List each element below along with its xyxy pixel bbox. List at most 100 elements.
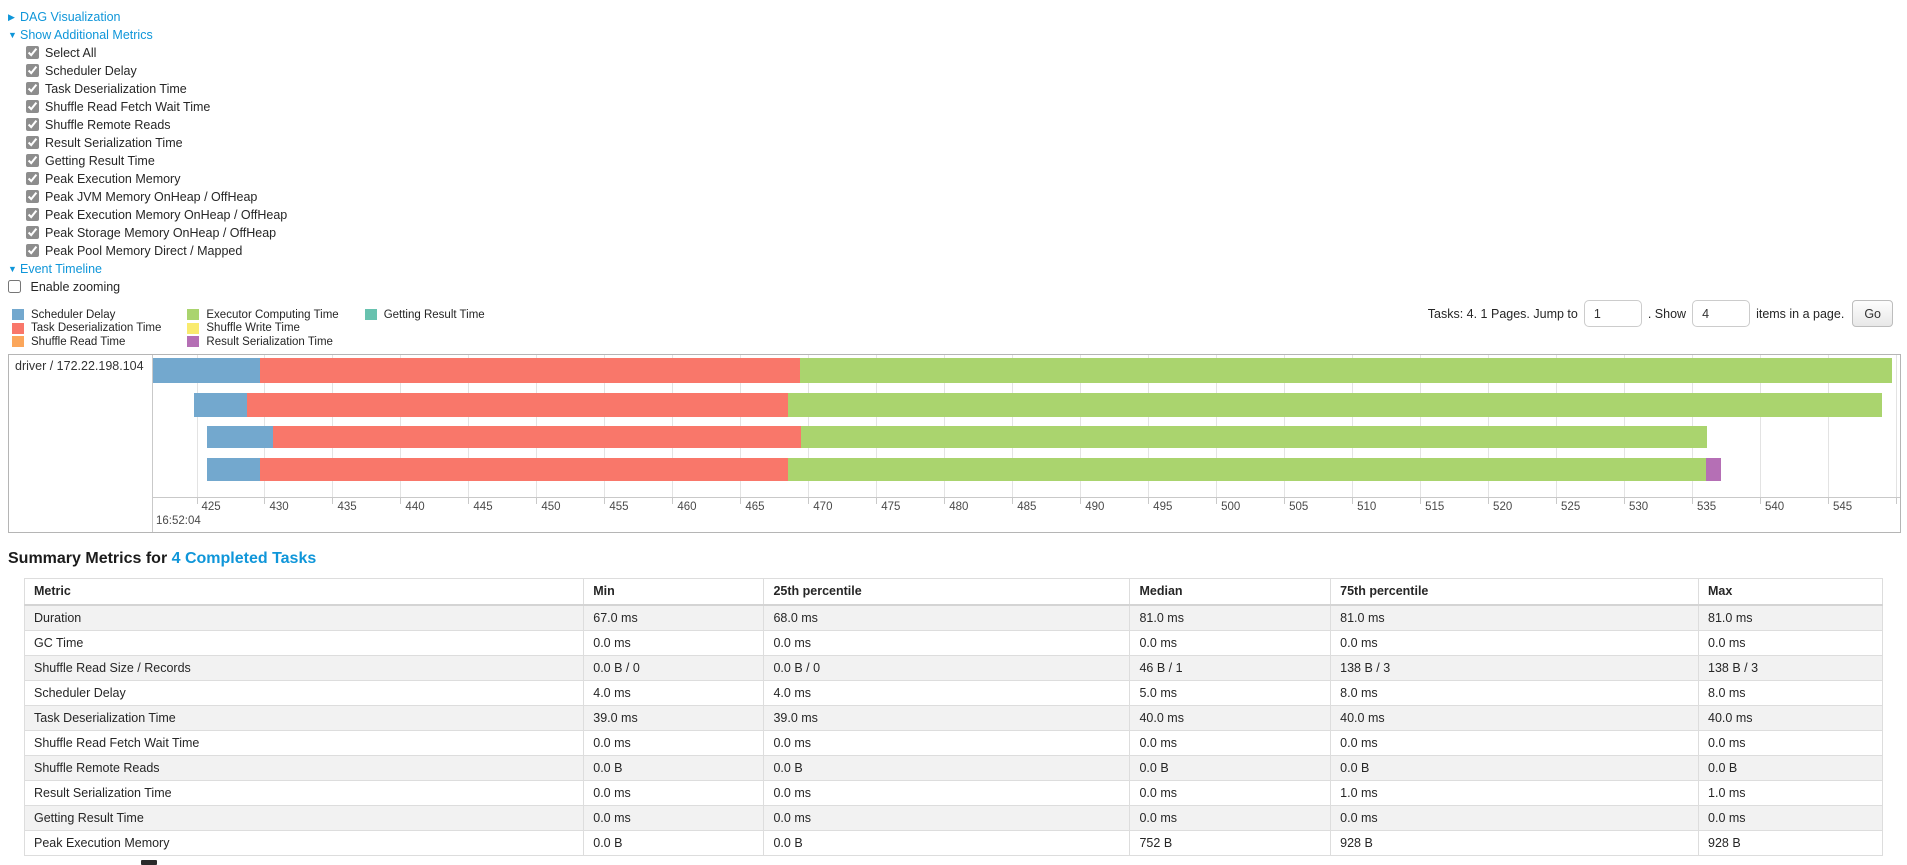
task-bar-segment-scheduler-delay[interactable] bbox=[207, 458, 261, 481]
metric-checkbox[interactable] bbox=[26, 136, 39, 149]
metric-checkbox-item[interactable]: Peak Execution Memory bbox=[8, 170, 1907, 188]
go-button[interactable]: Go bbox=[1852, 300, 1893, 327]
metric-value-cell: 0.0 ms bbox=[763, 729, 1131, 756]
metric-checkbox[interactable] bbox=[26, 172, 39, 185]
metric-checkbox-item[interactable]: Shuffle Read Fetch Wait Time bbox=[8, 98, 1907, 116]
event-timeline-chart: driver / 172.22.198.104 425 430 435 440 445 4… bbox=[8, 354, 1901, 533]
dag-visualization-toggle[interactable]: ▶ DAG Visualization bbox=[8, 10, 121, 24]
axis-tick bbox=[944, 498, 946, 504]
task-bar-segment-task-deserialization[interactable] bbox=[246, 393, 788, 417]
metric-checkbox-label: Shuffle Remote Reads bbox=[45, 118, 171, 132]
metric-checkbox[interactable] bbox=[26, 100, 39, 113]
scheduler-delay-swatch-icon bbox=[12, 309, 24, 321]
metric-checkbox[interactable] bbox=[26, 226, 39, 239]
table-row: GC Time 0.0 ms 0.0 ms 0.0 ms 0.0 ms 0.0 ms bbox=[23, 629, 1883, 656]
column-header: Max bbox=[1698, 578, 1883, 606]
metric-checkbox-item[interactable]: Task Deserialization Time bbox=[8, 80, 1907, 98]
items-per-page-input[interactable] bbox=[1692, 300, 1751, 327]
metrics-checkbox-list: Select All Scheduler Delay Task Deserializ… bbox=[8, 44, 1907, 260]
metric-name-cell: Peak Execution Memory bbox=[23, 829, 585, 856]
metric-checkbox[interactable] bbox=[26, 82, 39, 95]
metric-value-cell: 4.0 ms bbox=[763, 679, 1131, 706]
shuffle-read-swatch-icon bbox=[12, 336, 24, 348]
dag-visualization-toggle-row: ▶ DAG Visualization bbox=[8, 8, 1907, 26]
metric-checkbox[interactable] bbox=[26, 118, 39, 131]
task-bar-segment-task-deserialization[interactable] bbox=[260, 358, 801, 383]
show-additional-metrics-label: Show Additional Metrics bbox=[20, 28, 153, 42]
jump-to-page-input[interactable] bbox=[1583, 300, 1642, 327]
metric-checkbox[interactable] bbox=[26, 190, 39, 203]
enable-zooming-checkbox[interactable] bbox=[8, 280, 21, 293]
axis-tick-label: 515 bbox=[1425, 501, 1445, 513]
axis-tick-label: 480 bbox=[949, 501, 969, 513]
metric-value-cell: 67.0 ms bbox=[583, 604, 765, 631]
axis-tick bbox=[1284, 498, 1286, 504]
task-bar-segment-executor-computing[interactable] bbox=[800, 358, 1892, 383]
metric-value-cell: 39.0 ms bbox=[583, 704, 765, 731]
metric-checkbox[interactable] bbox=[26, 64, 39, 77]
metric-name-cell: Shuffle Read Size / Records bbox=[23, 654, 585, 681]
metric-checkbox[interactable] bbox=[26, 154, 39, 167]
metric-checkbox-item[interactable]: Peak Pool Memory Direct / Mapped bbox=[8, 242, 1907, 260]
summary-title-prefix: Summary Metrics for bbox=[8, 550, 172, 567]
axis-tick bbox=[1352, 498, 1354, 504]
axis-tick bbox=[536, 498, 538, 504]
metric-checkbox-item[interactable]: Peak Storage Memory OnHeap / OffHeap bbox=[8, 224, 1907, 242]
axis-tick bbox=[1080, 498, 1082, 504]
task-bar-segment-scheduler-delay[interactable] bbox=[193, 393, 247, 417]
metric-value-cell: 0.0 ms bbox=[583, 629, 765, 656]
column-header: Metric bbox=[23, 578, 585, 606]
metric-checkbox-item[interactable]: Shuffle Remote Reads bbox=[8, 116, 1907, 134]
metric-value-cell: 39.0 ms bbox=[763, 704, 1131, 731]
pagination-suffix-text: items in a page. bbox=[1756, 306, 1845, 321]
legend-column: Getting Result Time bbox=[364, 308, 485, 322]
metric-value-cell: 4.0 ms bbox=[583, 679, 765, 706]
metric-checkbox-item[interactable]: Scheduler Delay bbox=[8, 62, 1907, 80]
metric-checkbox-item[interactable]: Select All bbox=[8, 44, 1907, 62]
metric-checkbox-label: Getting Result Time bbox=[45, 154, 155, 168]
metric-checkbox-item[interactable]: Peak JVM Memory OnHeap / OffHeap bbox=[8, 188, 1907, 206]
metric-value-cell: 928 B bbox=[1698, 829, 1883, 856]
task-bar-segment-scheduler-delay[interactable] bbox=[153, 358, 261, 383]
metric-name-cell: Shuffle Read Fetch Wait Time bbox=[23, 729, 585, 756]
metric-checkbox[interactable] bbox=[26, 208, 39, 221]
metric-checkbox-item[interactable]: Result Serialization Time bbox=[8, 134, 1907, 152]
axis-tick bbox=[196, 498, 198, 504]
task-bar-segment-result-serialization[interactable] bbox=[1705, 458, 1721, 481]
timeline-plot-area bbox=[153, 355, 1900, 497]
axis-tick bbox=[672, 498, 674, 504]
table-row: Shuffle Read Fetch Wait Time 0.0 ms 0.0 ms… bbox=[23, 729, 1883, 756]
legend-item-label: Executor Computing Time bbox=[206, 308, 339, 321]
metric-value-cell: 0.0 ms bbox=[1129, 629, 1332, 656]
task-bar-segment-executor-computing[interactable] bbox=[787, 458, 1706, 481]
task-bar-segment-task-deserialization[interactable] bbox=[260, 458, 788, 481]
show-additional-metrics-toggle[interactable]: ▼ Show Additional Metrics bbox=[8, 28, 153, 42]
axis-tick bbox=[1556, 498, 1558, 504]
metric-name-cell: Duration bbox=[23, 604, 585, 631]
metric-checkbox[interactable] bbox=[26, 46, 39, 59]
metric-checkbox-item[interactable]: Getting Result Time bbox=[8, 152, 1907, 170]
axis-tick-label: 475 bbox=[881, 501, 901, 513]
completed-tasks-link[interactable]: 4 Completed Tasks bbox=[171, 550, 317, 567]
axis-tick bbox=[264, 498, 266, 504]
executor-row-label: driver / 172.22.198.104 bbox=[9, 355, 153, 532]
metric-value-cell: 138 B / 3 bbox=[1698, 654, 1883, 681]
event-timeline-toggle[interactable]: ▼ Event Timeline bbox=[8, 262, 102, 276]
metric-checkbox-item[interactable]: Peak Execution Memory OnHeap / OffHeap bbox=[8, 206, 1907, 224]
enable-zooming-row[interactable]: Enable zooming bbox=[8, 278, 1907, 296]
enable-zooming-label: Enable zooming bbox=[30, 280, 121, 294]
legend-item: Getting Result Time bbox=[364, 308, 485, 322]
legend-item-label: Result Serialization Time bbox=[206, 335, 333, 348]
task-bar-segment-scheduler-delay[interactable] bbox=[207, 426, 273, 448]
metric-name-cell: Task Deserialization Time bbox=[23, 704, 585, 731]
task-bar-segment-executor-computing[interactable] bbox=[787, 393, 1883, 417]
axis-tick-label: 535 bbox=[1696, 501, 1717, 513]
metric-value-cell: 0.0 ms bbox=[1330, 629, 1700, 656]
axis-tick bbox=[1488, 498, 1490, 504]
metric-checkbox[interactable] bbox=[26, 244, 39, 257]
task-bar-segment-task-deserialization[interactable] bbox=[272, 426, 802, 448]
timeline-legend-bar: Scheduler Delay Task Deserialization Time… bbox=[0, 300, 1907, 350]
gridline bbox=[1827, 355, 1829, 497]
timeline-legend: Scheduler Delay Task Deserialization Time… bbox=[12, 308, 1907, 349]
task-bar-segment-executor-computing[interactable] bbox=[801, 426, 1707, 448]
